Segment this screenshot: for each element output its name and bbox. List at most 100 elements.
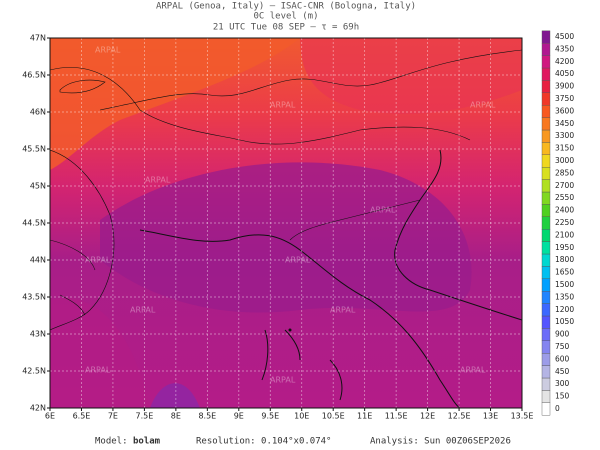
watermark: ARPAL: [85, 256, 111, 265]
lat-label: 44N: [30, 256, 46, 265]
lat-label: 44.5N: [22, 219, 46, 228]
footer-analysis: Analysis: Sun 00Z06SEP2026: [370, 437, 511, 447]
colorbar-label: 900: [555, 330, 570, 339]
lon-label: 9E: [234, 412, 244, 421]
watermark: ARPAL: [470, 101, 496, 110]
border: [50, 67, 471, 145]
colorbar-label: 300: [555, 379, 570, 388]
colorbar-label: 1350: [555, 292, 574, 301]
colorbar-cell: [541, 30, 551, 44]
lon-label: 11E: [357, 412, 372, 421]
colorbar-cell: [541, 80, 551, 94]
lon-label: 11.5E: [385, 412, 408, 421]
island: [288, 328, 292, 332]
colorbar-label: 750: [555, 342, 570, 351]
colorbar-cell: [541, 154, 551, 168]
colorbar-label: 2100: [555, 230, 574, 239]
lon-label: 12E: [420, 412, 435, 421]
lon-label: 7.5E: [136, 412, 154, 421]
watermark: ARPAL: [270, 376, 296, 385]
colorbar-cell: [541, 204, 551, 217]
header-line: 21 UTC Tue 08 SEP – τ = 69h: [213, 23, 359, 33]
border: [50, 239, 96, 316]
colorbar-label: 3750: [555, 94, 574, 103]
lat-label: 46N: [30, 108, 46, 117]
lat-label: 42.5N: [22, 367, 46, 376]
colorbar-label: 450: [555, 367, 570, 376]
watermark: ARPAL: [460, 366, 486, 375]
colorbar-label: 150: [555, 392, 570, 401]
colorbar-cell: [541, 303, 551, 317]
colorbar-cell: [541, 142, 551, 155]
colorbar-cell: [541, 166, 551, 180]
colorbar-label: 1200: [555, 305, 574, 314]
colorbar-cell: [541, 402, 551, 416]
colorbar-label: 2700: [555, 181, 574, 190]
colorbar-label: 4350: [555, 44, 574, 53]
colorbar-label: 4050: [555, 69, 574, 78]
colorbar-cell: [541, 191, 551, 205]
lon-label: 10.5E: [322, 412, 345, 421]
watermark: ARPAL: [370, 206, 396, 215]
lon-label: 13E: [483, 412, 498, 421]
lon-label: 8E: [171, 412, 181, 421]
lon-label: 13.5E: [511, 412, 534, 421]
colorbar-cell: [541, 278, 551, 292]
lat-label: 45.5N: [22, 145, 46, 154]
border: [99, 49, 522, 111]
colorbar-cell: [541, 390, 551, 403]
watermarks: ARPAL ARPAL ARPAL ARPAL ARPAL ARPAL ARPAL ARPAL…: [85, 46, 496, 385]
colorbar-label: 600: [555, 354, 570, 363]
watermark: ARPAL: [85, 366, 111, 375]
colorbar-label: 1800: [555, 255, 574, 264]
lat-label: 45N: [30, 182, 46, 191]
colorbar-label: 1650: [555, 268, 574, 277]
watermark: ARPAL: [130, 306, 156, 315]
colorbar-label: 2550: [555, 193, 574, 202]
footer-model-label: Model:: [95, 437, 128, 447]
colorbar-label: 3600: [555, 106, 574, 115]
lake: [59, 79, 106, 94]
header-line: ARPAL (Genoa, Italy) – ISAC-CNR (Bologna…: [156, 2, 416, 12]
colorbar-label: 3150: [555, 144, 574, 153]
watermark: ARPAL: [270, 101, 296, 110]
colorbar-label: 3000: [555, 156, 574, 165]
colorbar-cell: [541, 216, 551, 230]
watermark: ARPAL: [330, 306, 356, 315]
colorbar-label: 3450: [555, 119, 574, 128]
colorbar-cell: [541, 104, 551, 118]
colorbar-label: 2400: [555, 206, 574, 215]
footer-model: bolam: [133, 437, 161, 447]
colorbar-cell: [541, 43, 551, 56]
coastline: [394, 149, 522, 321]
map-field: ARPAL ARPAL ARPAL ARPAL ARPAL ARPAL ARPAL ARPAL…: [50, 38, 522, 408]
lat-label: 43.5N: [22, 293, 46, 302]
watermark: ARPAL: [145, 176, 171, 185]
colorbar-cell: [541, 291, 551, 304]
colorbar-cell: [541, 266, 551, 279]
lon-label: 12.5E: [448, 412, 471, 421]
colorbar-label: 0: [555, 404, 560, 413]
lon-label: 6E: [45, 412, 55, 421]
axis-labels: 6E 6.5E 7E 7.5E 8E 8.5E 9E 9.5E 10E 10.5E 11E 11.5E…: [22, 34, 533, 421]
lat-label: 42N: [30, 404, 46, 413]
field-cool: [100, 162, 472, 313]
field-cool: [50, 298, 150, 408]
colorbar-label: 3900: [555, 82, 574, 91]
lon-label: 10E: [294, 412, 309, 421]
colorbar-cell: [541, 253, 551, 267]
colorbar-label: 1050: [555, 317, 574, 326]
colorbar-cell: [541, 340, 551, 354]
colorbar-cell: [541, 179, 551, 193]
colorbar-cell: [541, 117, 551, 131]
colorbar-cell: [541, 92, 551, 106]
border: [289, 199, 421, 241]
colorbar-cell: [541, 67, 551, 81]
lon-label: 7E: [108, 412, 118, 421]
graticule: [50, 38, 522, 408]
colorbar-label: 2850: [555, 168, 574, 177]
field-warm: [50, 38, 300, 170]
colorbar-cell: [541, 55, 551, 69]
lat-label: 47N: [30, 34, 46, 43]
